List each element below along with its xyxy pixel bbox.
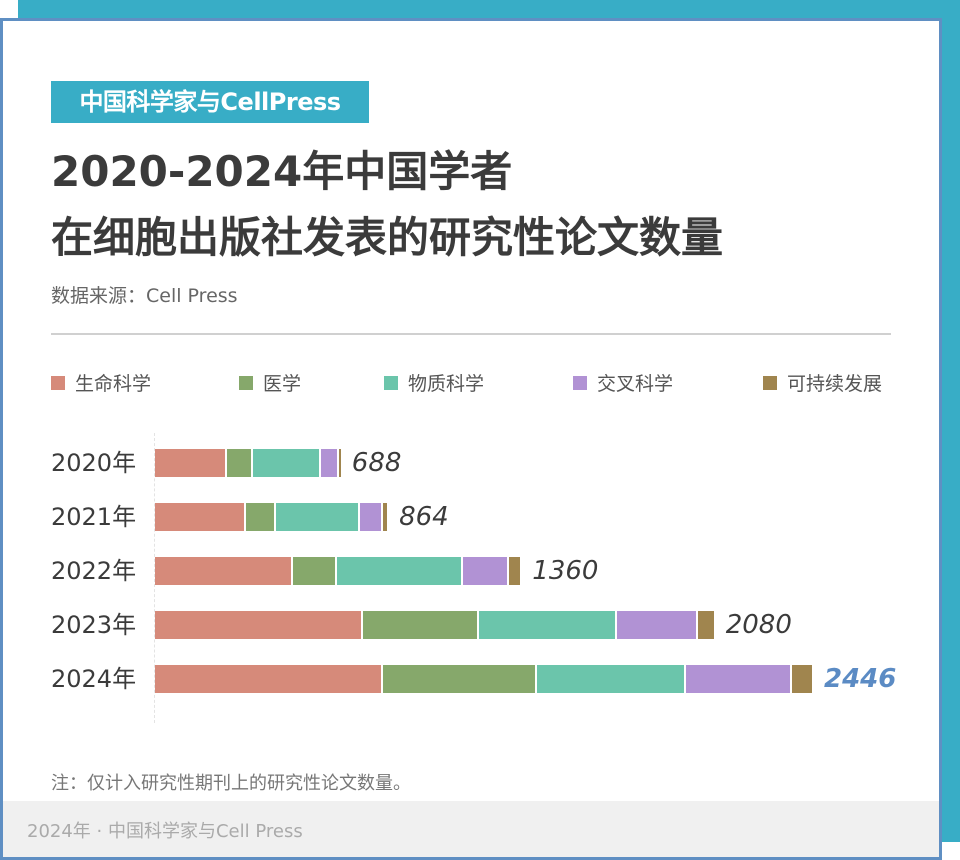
bar-row: 2023年 2080 — [3, 610, 939, 640]
legend-item: 物质科学 — [384, 369, 484, 396]
footer-band: 2024年 · 中国科学家与Cell Press — [3, 801, 939, 857]
legend-label: 物质科学 — [408, 373, 485, 395]
legend-label: 医学 — [263, 373, 302, 395]
bar-total-label: 2446 — [824, 664, 897, 694]
stacked-bar — [155, 557, 521, 585]
bar-segment — [791, 665, 812, 693]
legend-swatch-icon — [763, 375, 777, 390]
data-source: 数据来源：Cell Press — [51, 285, 238, 307]
legend-swatch-icon — [573, 375, 587, 390]
bar-segment — [155, 503, 247, 531]
bar-total-label: 1360 — [532, 556, 599, 586]
bar-segment — [276, 503, 361, 531]
legend-item: 交叉科学 — [573, 369, 673, 396]
bar-total-label: 2080 — [725, 610, 792, 640]
year-label: 2024年 — [51, 665, 137, 693]
bar-segment — [383, 503, 388, 531]
legend-swatch-icon — [239, 375, 253, 390]
bar-segment — [363, 611, 479, 639]
legend-label: 生命科学 — [75, 373, 152, 395]
bar-segment — [293, 557, 338, 585]
bar-total-label: 688 — [351, 448, 402, 478]
bar-total-label: 864 — [399, 502, 449, 532]
bar-segment — [320, 449, 339, 477]
bar-segment — [226, 449, 254, 477]
footnote: 注：仅计入研究性期刊上的研究性论文数量。 — [51, 773, 411, 794]
stacked-bar — [155, 611, 714, 639]
chart-title: 2020-2024年中国学者 在细胞出版社发表的研究性论文数量 — [51, 139, 723, 271]
bar-segment — [509, 557, 521, 585]
divider — [51, 333, 891, 335]
legend: 生命科学 医学 物质科学 交叉科学 可持续发展 — [51, 369, 891, 399]
bar-row: 2021年 864 — [3, 502, 939, 532]
footer-credit: 2024年 · 中国科学家与Cell Press — [27, 821, 303, 842]
legend-swatch-icon — [51, 375, 65, 390]
stacked-bar — [155, 503, 388, 531]
year-label: 2021年 — [51, 503, 137, 531]
bar-segment — [685, 665, 792, 693]
brand-tag: 中国科学家与CellPress — [51, 81, 369, 123]
legend-label: 可持续发展 — [787, 373, 883, 395]
bar-segment — [337, 557, 463, 585]
legend-swatch-icon — [384, 375, 398, 390]
bar-segment — [383, 665, 538, 693]
bar-segment — [155, 611, 364, 639]
bar-segment — [478, 611, 617, 639]
year-label: 2020年 — [51, 449, 137, 477]
bar-row: 2020年 688 — [3, 448, 939, 478]
bar-segment — [360, 503, 384, 531]
stacked-bar — [155, 449, 341, 477]
legend-item: 生命科学 — [51, 369, 151, 396]
stacked-bar — [155, 665, 812, 693]
bar-segment — [246, 503, 277, 531]
chart-title-line2: 在细胞出版社发表的研究性论文数量 — [51, 213, 724, 262]
bar-row: 2022年 1360 — [3, 556, 939, 586]
year-label: 2022年 — [51, 557, 137, 585]
bar-segment — [155, 557, 294, 585]
chart-title-line1: 2020-2024年中国学者 — [51, 147, 513, 196]
year-label: 2023年 — [51, 611, 137, 639]
legend-item: 可持续发展 — [763, 369, 882, 396]
chart-card: 中国科学家与CellPress 2020-2024年中国学者 在细胞出版社发表的… — [0, 18, 942, 860]
legend-item: 医学 — [239, 369, 301, 396]
bar-segment — [338, 449, 341, 477]
bar-segment — [155, 449, 227, 477]
bar-segment — [697, 611, 714, 639]
bar-segment — [155, 665, 384, 693]
bar-segment — [462, 557, 510, 585]
bar-segment — [616, 611, 698, 639]
bar-segment — [253, 449, 321, 477]
bar-segment — [537, 665, 686, 693]
legend-label: 交叉科学 — [597, 373, 674, 395]
bar-row: 2024年 2446 — [3, 664, 939, 694]
axis-baseline — [154, 433, 155, 723]
